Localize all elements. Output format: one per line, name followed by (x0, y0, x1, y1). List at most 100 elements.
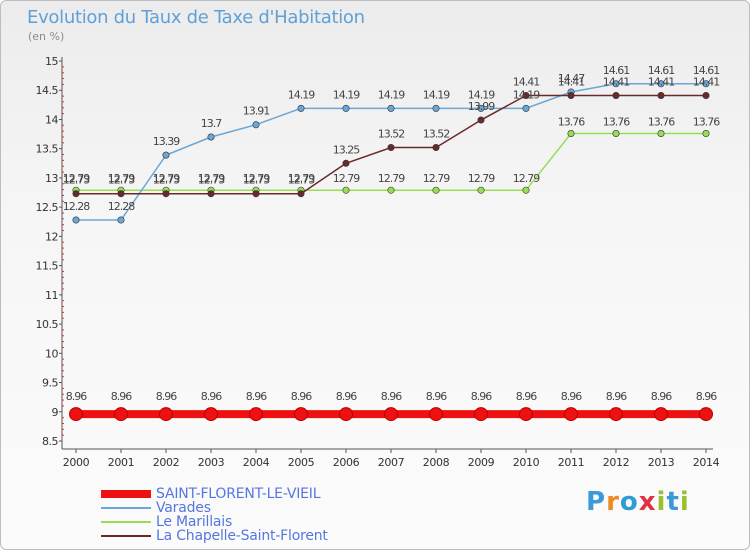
data-point (612, 129, 620, 137)
data-point (474, 407, 488, 422)
y-tick-label: 13 (45, 172, 58, 185)
data-point (207, 190, 215, 198)
data-label: 12.73 (153, 174, 180, 187)
data-label: 8.96 (336, 390, 357, 403)
data-label: 12.79 (108, 172, 135, 185)
data-point (159, 407, 173, 422)
data-label: 14.19 (468, 88, 495, 101)
data-label: 12.79 (333, 172, 360, 185)
data-label: 14.41 (603, 75, 630, 88)
data-label: 12.73 (288, 174, 315, 187)
data-label: 13.52 (423, 128, 450, 141)
data-label: 12.28 (108, 200, 135, 213)
data-label: 14.19 (378, 88, 405, 101)
data-point (432, 144, 440, 152)
data-point (207, 133, 215, 141)
data-label: 12.79 (288, 172, 315, 185)
data-point (339, 407, 353, 422)
data-label: 12.28 (63, 200, 90, 213)
data-label: 14.61 (693, 64, 720, 77)
data-point (567, 91, 575, 99)
data-point (384, 407, 398, 422)
data-label: 8.96 (516, 390, 537, 403)
legend-label: SAINT-FLORENT-LE-VIEIL (156, 486, 321, 502)
data-point (72, 190, 80, 198)
y-tick-label: 15 (45, 55, 58, 68)
x-tick-label: 2002 (153, 456, 179, 469)
data-label: 8.96 (696, 390, 717, 403)
legend-label: Varades (156, 500, 211, 516)
legend-label: Le Marillais (156, 514, 233, 530)
data-point (249, 407, 263, 422)
y-tick-label: 9 (52, 406, 59, 419)
x-tick-label: 2009 (468, 456, 495, 469)
data-label: 8.96 (651, 390, 672, 403)
data-point (429, 407, 443, 422)
y-tick-label: 12 (45, 230, 58, 243)
data-point (342, 186, 350, 194)
data-label: 14.19 (423, 88, 450, 101)
y-tick-label: 10.5 (36, 318, 59, 331)
logo-letter: i (656, 487, 667, 517)
x-tick-label: 2011 (558, 456, 584, 469)
data-point (387, 186, 395, 194)
data-label: 8.96 (381, 390, 402, 403)
y-tick-label: 13.5 (36, 143, 59, 156)
data-point (387, 144, 395, 152)
data-label: 8.96 (111, 390, 132, 403)
x-tick-label: 2012 (603, 456, 629, 469)
series-la-chapelle-saint-florent (72, 91, 710, 198)
data-label: 13.76 (558, 115, 585, 128)
legend-label: La Chapelle-Saint-Florent (156, 528, 328, 544)
logo-letter: P (586, 487, 607, 517)
data-label: 8.96 (291, 390, 312, 403)
data-point (612, 91, 620, 99)
data-point (522, 186, 530, 194)
series-saint-florent-le-vieil (69, 407, 713, 422)
data-label: 13.52 (378, 128, 405, 141)
x-tick-label: 2008 (423, 456, 450, 469)
data-point (342, 159, 350, 167)
data-point (432, 186, 440, 194)
legend-swatch (101, 535, 151, 537)
data-label: 12.79 (198, 172, 225, 185)
series-line (75, 83, 707, 221)
data-label: 13.99 (468, 100, 495, 113)
data-label: 14.47 (558, 72, 585, 85)
data-label: 12.73 (243, 174, 270, 187)
logo-letter: t (666, 487, 680, 517)
data-point (702, 80, 710, 88)
data-label: 8.96 (426, 390, 447, 403)
x-tick-label: 2014 (693, 456, 720, 469)
data-point (114, 407, 128, 422)
data-point (522, 91, 530, 99)
proxiti-logo: Proxiti (586, 487, 690, 517)
data-label: 14.19 (513, 88, 540, 101)
x-tick-label: 2006 (333, 456, 360, 469)
data-labels-layer: 12.79 12.79 12.79 12.79 12.79 12.79 12.79 12.79… (63, 64, 721, 403)
data-label: 12.79 (63, 172, 90, 185)
logo-letter: x (638, 487, 657, 517)
data-point (432, 104, 440, 112)
x-tick-label: 2013 (648, 456, 675, 469)
data-label: 12.79 (153, 172, 180, 185)
x-tick-label: 2010 (513, 456, 540, 469)
data-point (702, 129, 710, 137)
data-point (252, 190, 260, 198)
data-point (477, 186, 485, 194)
logo-letter: i (679, 487, 690, 517)
y-tick-label: 8.5 (42, 435, 58, 448)
data-label: 13.76 (648, 115, 675, 128)
y-axis-unit: (en %) (28, 30, 65, 43)
y-tick-label: 11.5 (36, 260, 59, 273)
y-tick-label: 14.5 (36, 84, 59, 97)
series-varades (72, 80, 710, 224)
data-label: 12.79 (423, 172, 450, 185)
data-point (609, 407, 623, 422)
data-point (117, 216, 125, 224)
data-point (657, 129, 665, 137)
series-layer (69, 80, 713, 422)
legend-swatch (101, 521, 151, 523)
